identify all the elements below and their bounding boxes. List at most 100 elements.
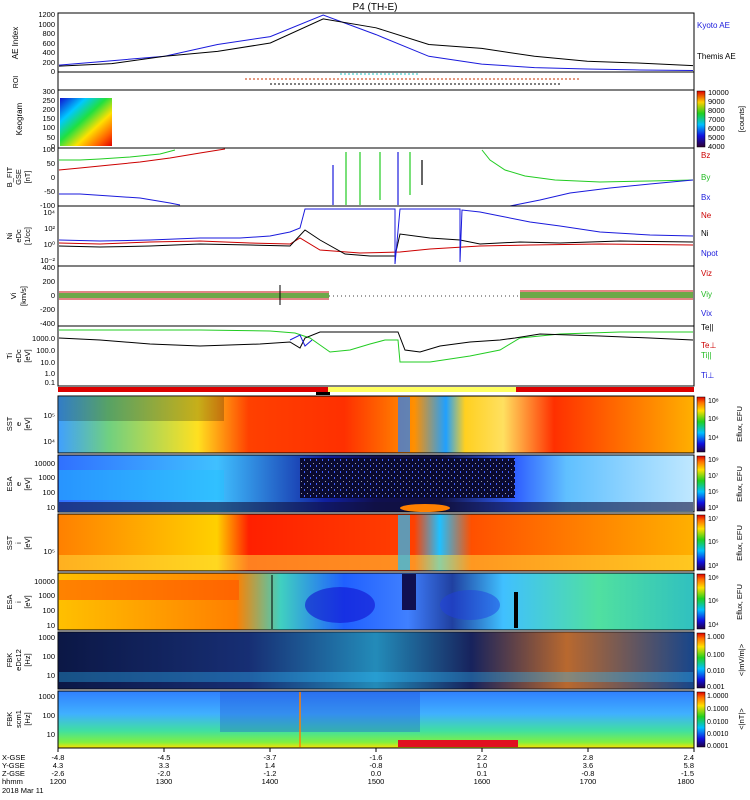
density-tick: 10⁰ xyxy=(44,240,55,249)
velocity-tick: 200 xyxy=(42,277,55,286)
fbk-e-cbar-tick: 0.100 xyxy=(707,652,725,659)
sst-i-ylabel-3: [eV] xyxy=(23,536,32,549)
fbk-b-tick: 1000 xyxy=(38,692,55,701)
fbk-b-tick: 100 xyxy=(42,711,55,720)
x-tick-x: 2.8 xyxy=(583,753,593,762)
density-panel: Ni eDc [1/cc] 10⁴ 10² 10⁰ 10⁻² Ne Ni Npo… xyxy=(5,205,719,267)
x-tick-x: 2.2 xyxy=(477,753,487,762)
ae-tick: 600 xyxy=(42,39,55,48)
temp-ti-line xyxy=(59,329,693,363)
esa-i-cbar-tick: 10⁶ xyxy=(708,598,719,605)
keogram-tick: 50 xyxy=(47,133,55,142)
bfield-by-line xyxy=(59,149,176,161)
esa-e-cbar-label: Eflux, EFU xyxy=(735,466,744,502)
keogram-tick: 100 xyxy=(42,123,55,132)
temp-ylabel-2: eDc xyxy=(14,349,23,363)
bfield-tick: -100 xyxy=(40,201,55,210)
esa-i-tick: 10000 xyxy=(34,577,55,586)
velocity-panel: Vi [km/s] 400 200 0 -200 -400 Viz Viy Vi… xyxy=(9,263,712,328)
ae-legend-themis: Themis AE xyxy=(697,52,736,61)
esa-e-cbar-tick: 10³ xyxy=(708,505,719,512)
temp-legend-te-par: Te|| xyxy=(701,323,714,332)
x-tick-y: 1.4 xyxy=(265,761,275,770)
sst-i-cbar-tick: 10⁷ xyxy=(708,516,719,523)
x-tick-y: 3.3 xyxy=(159,761,169,770)
bfield-tick: -50 xyxy=(44,187,55,196)
sst-e-tick: 10⁵ xyxy=(44,411,55,420)
fbk-b-cbar-tick: 0.0010 xyxy=(707,731,729,738)
mode-bar xyxy=(58,387,694,395)
bfield-ylabel-1: B_FIT xyxy=(5,166,14,187)
velocity-ylabel-1: Vi xyxy=(9,292,18,299)
sst-e-tick: 10⁴ xyxy=(43,437,55,446)
x-tick-y: -0.8 xyxy=(370,761,383,770)
sst-i-ylabel-2: i xyxy=(14,542,23,544)
sst-i-cbar-label: Eflux, EFU xyxy=(735,525,744,561)
x-tick-t: 1700 xyxy=(580,777,597,786)
temp-tick: 100.0 xyxy=(36,346,55,355)
temp-tick: 1.0 xyxy=(45,369,55,378)
fbk-e-cbar-label: <|mV/m|> xyxy=(737,643,746,676)
keogram-cbar-tick: 5000 xyxy=(708,133,725,142)
x-tick-y: 5.8 xyxy=(684,761,694,770)
keogram-panel: Keogram 300 250 200 150 100 50 0 10000 9… xyxy=(15,87,746,151)
density-ne-line xyxy=(58,237,694,254)
temp-legend-te-perp: Te⊥ xyxy=(701,341,716,350)
fbk-magnetic-panel: FBK scm1 [Hz] 1000 100 10 1.0000 0.1000 … xyxy=(5,690,746,750)
roi-ylabel: ROI xyxy=(13,76,20,89)
x-tick-t: 1600 xyxy=(474,777,491,786)
sst-e-cbar-label: Eflux, EFU xyxy=(735,406,744,442)
sst-i-cbar-tick: 10³ xyxy=(708,563,719,570)
velocity-tick: -200 xyxy=(40,305,55,314)
roi-panel: ROI xyxy=(13,71,695,91)
fbk-e-ylabel-1: FBK xyxy=(5,653,14,668)
esa-e-colorbar xyxy=(696,455,706,512)
fbk-b-ylabel-1: FBK xyxy=(5,712,14,727)
density-ni-line xyxy=(58,229,694,257)
esa-e-tick: 100 xyxy=(42,488,55,497)
bfield-legend-bx: Bx xyxy=(701,193,710,202)
keogram-tick: 150 xyxy=(42,114,55,123)
keogram-cbar-tick: 10000 xyxy=(708,88,729,97)
bfield-bx-line xyxy=(59,193,181,206)
fbk-b-ylabel-2: scm1 xyxy=(14,710,23,728)
temp-tick: 1000.0 xyxy=(32,334,55,343)
fbk-e-tick: 1000 xyxy=(38,633,55,642)
keogram-cbar-label: [counts] xyxy=(737,106,746,132)
fbk-e-tick: 100 xyxy=(42,652,55,661)
sst-e-cbar-tick: 10⁶ xyxy=(708,416,719,423)
temp-tick: 0.1 xyxy=(45,378,55,387)
plot-title: P4 (TH-E) xyxy=(353,2,398,13)
keogram-cbar-tick: 6000 xyxy=(708,124,725,133)
sst-i-tick: 10⁵ xyxy=(44,547,55,556)
temp-ylabel-3: [eV] xyxy=(23,349,32,362)
x-tick-y: 3.6 xyxy=(583,761,593,770)
x-tick-t: 1300 xyxy=(156,777,173,786)
temp-panel: Ti eDc [eV] 1000.0 100.0 10.0 1.0 0.1 Te… xyxy=(5,323,716,387)
ae-tick: 200 xyxy=(42,58,55,67)
x-tick-x: -3.7 xyxy=(264,753,277,762)
esa-i-tick: 100 xyxy=(42,606,55,615)
ae-panel: AE Index 1200 1000 800 600 400 200 0 Kyo… xyxy=(11,10,736,76)
fbk-b-cbar-tick: 0.0100 xyxy=(707,719,729,726)
esa-electron-panel: ESA e [eV] 10000 1000 100 10 10⁹ 10⁷ 10⁵… xyxy=(5,454,744,513)
sst-i-ylabel-1: SST xyxy=(5,535,14,550)
x-tick-z: -1.2 xyxy=(264,769,277,778)
x-tick-z: -0.8 xyxy=(582,769,595,778)
fbk-e-ylabel-2: eDc12 xyxy=(14,649,23,671)
x-tick-t: 1800 xyxy=(677,777,694,786)
keogram-cbar-tick: 4000 xyxy=(708,142,725,151)
density-tick: 10² xyxy=(44,224,55,233)
fbk-e-cbar-tick: 1.000 xyxy=(707,634,725,641)
sst-e-cbar-tick: 10⁸ xyxy=(708,398,719,405)
temp-tperp-line xyxy=(289,334,313,347)
esa-e-ylabel-3: [eV] xyxy=(23,477,32,490)
keogram-tick: 200 xyxy=(42,105,55,114)
x-tick-z: -2.6 xyxy=(52,769,65,778)
sst-i-cbar-tick: 10⁵ xyxy=(708,539,719,546)
bfield-bz-line xyxy=(58,148,226,171)
fbk-e-colorbar xyxy=(696,632,706,689)
x-tick-x: -4.8 xyxy=(52,753,65,762)
fbk-b-colorbar xyxy=(696,691,706,748)
x-tick-z: 0.0 xyxy=(371,769,381,778)
